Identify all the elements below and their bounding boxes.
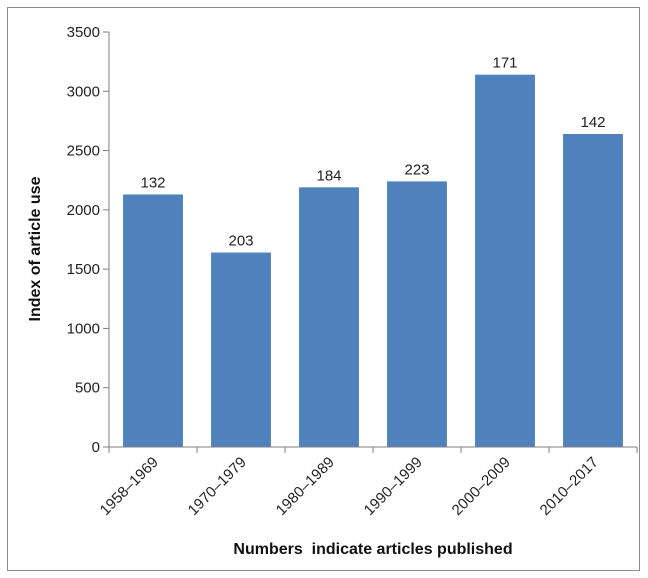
y-axis: 0 500 1000 1500 2000 2500 3000 3500	[67, 24, 110, 456]
y-tick-label: 3500	[67, 24, 100, 41]
bars: 132 203 184 223 171 142	[123, 55, 623, 448]
y-tick-label: 1000	[67, 320, 100, 337]
bar	[475, 74, 535, 447]
y-tick-label: 2000	[67, 202, 100, 219]
x-tick-label: 1980–1989	[273, 454, 338, 519]
y-tick-label: 3000	[67, 83, 100, 100]
bar-data-label: 223	[404, 161, 429, 178]
y-tick-label: 1500	[67, 261, 100, 278]
y-tick-label: 0	[92, 439, 100, 456]
bar-data-label: 171	[492, 55, 517, 72]
x-tick-label: 2010–2017	[537, 454, 602, 519]
x-tick-label: 1990–1999	[361, 454, 426, 519]
x-tick-label: 1958–1969	[97, 454, 162, 519]
y-tick-label: 2500	[67, 143, 100, 160]
bar	[299, 187, 359, 448]
x-axis-title: Numbers indicate articles published	[233, 541, 512, 558]
x-axis: 1958–1969 1970–1979 1980–1989 1990–1999 2000…	[97, 446, 638, 519]
bar-data-label: 132	[140, 174, 165, 191]
bar	[387, 181, 447, 447]
x-tick-label: 2000–2009	[449, 454, 514, 519]
bar	[211, 252, 271, 447]
bar	[123, 194, 183, 447]
y-tick-label: 500	[75, 380, 100, 397]
y-axis-title: Index of article use	[27, 176, 44, 321]
bar	[563, 133, 623, 447]
bar-data-label: 142	[580, 114, 605, 131]
bar-data-label: 184	[316, 167, 341, 184]
x-tick-label: 1970–1979	[185, 454, 250, 519]
bar-data-label: 203	[228, 233, 253, 250]
